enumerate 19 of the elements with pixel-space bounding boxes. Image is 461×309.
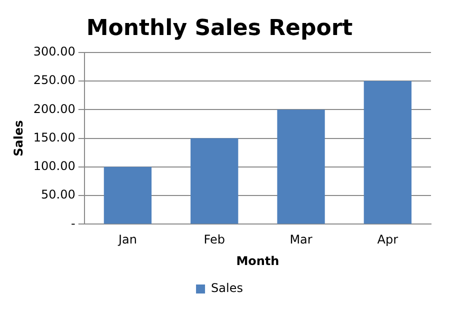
x-axis-title: Month	[236, 254, 280, 268]
x-tick-label: Mar	[290, 232, 312, 247]
bar	[364, 81, 412, 224]
chart-title: Monthly Sales Report	[86, 16, 354, 41]
y-tick-label: 300.00	[33, 44, 76, 59]
y-tick-label: -	[71, 216, 76, 230]
bar	[104, 166, 152, 224]
y-tick-label: 250.00	[33, 73, 76, 88]
y-tick-label: 150.00	[33, 130, 76, 144]
x-tick-label: Feb	[204, 232, 225, 247]
y-axis-title: Sales	[11, 120, 26, 156]
bar	[190, 138, 238, 224]
y-tick-label: 200.00	[33, 102, 76, 116]
legend-label: Sales	[211, 281, 243, 296]
x-tick-label: Apr	[377, 232, 398, 247]
y-tick-label: 50.00	[41, 188, 76, 202]
bar	[277, 110, 325, 224]
y-tick-label: 100.00	[33, 159, 76, 174]
x-tick-label: Jan	[117, 232, 137, 247]
